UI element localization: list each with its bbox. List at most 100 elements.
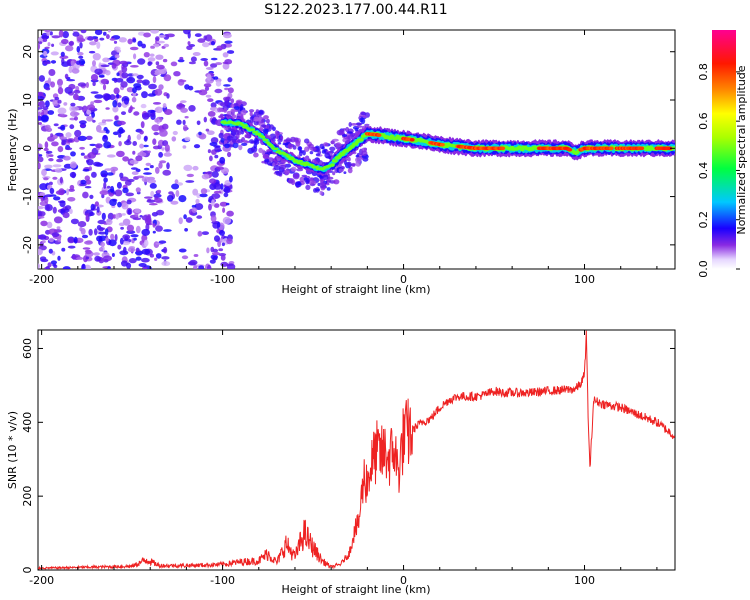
spectrogram-noise-point — [51, 141, 59, 147]
spectrogram-noise-point — [191, 207, 197, 214]
spectrogram-noise-point — [92, 53, 101, 61]
spectrogram-noise-point — [118, 141, 122, 147]
spectrogram-noise-point — [69, 111, 79, 117]
spectrogram-noise-point — [81, 263, 86, 269]
spectrogram-scatter-point — [264, 158, 270, 163]
spectrogram-noise-point — [67, 245, 76, 249]
spectrogram-noise-point — [89, 41, 97, 46]
spectrogram-noise-point — [94, 201, 99, 207]
spectrogram-noise-point — [214, 154, 219, 159]
spectrogram-noise-point — [48, 69, 56, 76]
spectrogram-noise-point — [159, 129, 168, 137]
spectrogram-noise-point — [91, 111, 95, 118]
spectrogram-noise-point — [105, 218, 113, 226]
spectrogram-noise-point — [94, 228, 98, 236]
spectrogram-noise-point — [77, 51, 84, 56]
spectrogram-scatter-point — [277, 138, 283, 143]
spectrogram-noise-point — [214, 235, 220, 242]
spectrogram-noise-point — [38, 162, 41, 170]
spectrogram-noise-point — [80, 30, 87, 34]
spectrogram-scatter-point — [238, 144, 243, 151]
spectrogram-noise-point — [210, 254, 218, 260]
spectrogram-noise-point — [66, 188, 70, 196]
spectrogram-noise-point — [61, 208, 70, 213]
spectrogram-noise-point — [129, 105, 133, 112]
spectrogram-noise-point — [104, 228, 109, 236]
spectrogram-noise-point — [143, 172, 152, 175]
spectrogram-noise-point — [115, 78, 124, 83]
spectrogram-scatter-point — [253, 120, 259, 126]
spectrogram-scatter-point — [224, 100, 230, 106]
spectrogram-ridge-cell — [291, 158, 296, 161]
spectrogram-x-tick-label: 100 — [574, 273, 595, 286]
spectrogram-noise-point — [74, 116, 78, 121]
spectrogram-noise-point — [154, 257, 158, 261]
spectrogram-noise-point — [67, 197, 76, 202]
spectrogram-points — [38, 30, 675, 269]
spectrogram-scatter-point — [333, 179, 340, 185]
spectrogram-noise-point — [143, 52, 150, 58]
spectrogram-noise-point — [137, 58, 146, 65]
spectrogram-noise-point — [90, 91, 99, 94]
spectrogram-noise-point — [57, 99, 62, 104]
spectrogram-ridge-peak — [608, 146, 614, 151]
spectrogram-scatter-point — [242, 139, 248, 143]
spectrogram-noise-point — [184, 136, 191, 142]
spectrogram-scatter-point — [356, 125, 363, 128]
spectrogram-noise-point — [110, 233, 115, 240]
spectrogram-noise-point — [134, 208, 141, 214]
spectrogram-scatter-point — [261, 124, 266, 128]
spectrogram-scatter-point — [265, 118, 270, 124]
spectrogram-noise-point — [136, 79, 143, 84]
spectrogram-noise-point — [94, 68, 103, 75]
spectrogram-noise-point — [85, 82, 89, 88]
spectrogram-noise-point — [99, 190, 109, 196]
spectrogram-noise-point — [114, 189, 123, 197]
spectrogram-scatter-point — [321, 146, 325, 150]
spectrogram-noise-point — [122, 156, 129, 162]
spectrogram-noise-point — [60, 51, 65, 57]
spectrogram-scatter-point — [298, 150, 303, 157]
spectrogram-noise-point — [114, 54, 120, 59]
spectrogram-noise-point — [161, 261, 171, 267]
spectrogram-noise-point — [121, 260, 128, 267]
spectrogram-noise-point — [141, 228, 150, 236]
spectrogram-noise-point — [158, 240, 167, 244]
spectrogram-noise-point — [96, 206, 100, 213]
spectrogram-scatter-point — [356, 122, 363, 126]
spectrogram-noise-point — [190, 56, 197, 62]
spectrogram-noise-point — [41, 240, 46, 244]
spectrogram-noise-point — [56, 226, 61, 230]
spectrogram-noise-point — [184, 228, 189, 232]
spectrogram-noise-point — [171, 183, 180, 190]
spectrogram-x-label: Height of straight line (km) — [281, 283, 430, 296]
spectrogram-noise-point — [143, 167, 150, 171]
spectrogram-noise-point — [176, 119, 182, 125]
spectrogram-noise-point — [69, 171, 77, 178]
spectrogram-x-ticks: -200 -100 0 100 — [29, 30, 658, 286]
spectrogram-noise-point — [223, 186, 231, 194]
spectrogram-noise-point — [40, 114, 49, 122]
spectrogram-scatter-point — [347, 157, 351, 162]
spectrogram-noise-point — [118, 127, 124, 134]
spectrogram-noise-point — [38, 248, 43, 256]
spectrogram-noise-point — [92, 119, 96, 123]
spectrogram-noise-point — [222, 207, 226, 213]
spectrogram-noise-point — [156, 189, 162, 194]
spectrogram-noise-point — [170, 61, 178, 67]
spectrogram-noise-point — [155, 225, 163, 232]
spectrogram-noise-point — [223, 192, 229, 198]
spectrogram-noise-point — [149, 165, 154, 169]
spectrogram-scatter-point — [287, 143, 293, 150]
spectrogram-noise-point — [126, 199, 132, 205]
spectrogram-noise-point — [214, 88, 223, 94]
spectrogram-noise-point — [104, 94, 109, 102]
spectrogram-noise-point — [135, 155, 143, 162]
snr-x-label: Height of straight line (km) — [281, 583, 430, 596]
colorbar-ticks: 0.0 0.2 0.4 0.6 0.8 — [697, 63, 740, 278]
spectrogram-scatter-point — [240, 109, 247, 116]
spectrogram-noise-point — [152, 75, 157, 84]
spectrogram-y-tick-label: 0 — [21, 145, 34, 152]
spectrogram-scatter-point — [305, 184, 311, 190]
spectrogram-noise-point — [196, 193, 201, 199]
